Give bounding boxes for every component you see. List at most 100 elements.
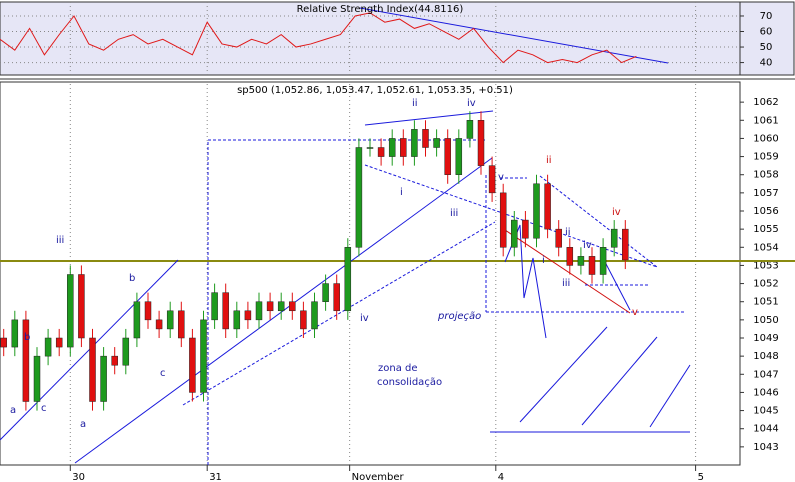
- candle-body: [255, 301, 263, 321]
- zone-line: [581, 336, 658, 426]
- rsi-axis-panel: [739, 1, 795, 76]
- candle-body: [55, 337, 63, 348]
- y-tick-label: 1052: [753, 279, 778, 290]
- candle-body: [499, 192, 507, 248]
- rsi-title: Relative Strength Index(44.8116): [297, 4, 464, 15]
- candle-body: [0, 337, 7, 348]
- candle-body: [67, 274, 74, 348]
- wave-label: iv: [360, 313, 369, 324]
- candle-body: [444, 138, 451, 175]
- wave-label: v: [498, 172, 504, 183]
- candle-body: [233, 310, 241, 330]
- candle-body: [566, 247, 574, 266]
- candle-body: [599, 247, 607, 275]
- projection-label: projeção: [437, 311, 481, 322]
- wave-label: iii: [450, 208, 458, 219]
- candle-body: [622, 228, 629, 261]
- zone-label: zona de: [378, 363, 418, 374]
- candle-body: [200, 319, 207, 393]
- candle-body: [400, 138, 407, 157]
- candle-body: [111, 355, 118, 366]
- y-tick-label: 1058: [753, 170, 778, 181]
- zone-line: [519, 326, 608, 423]
- y-tick-label: 1054: [753, 242, 778, 253]
- y-tick-label: 1057: [753, 188, 778, 199]
- zone-line: [649, 364, 691, 428]
- x-tick-label: 31: [209, 472, 222, 482]
- trend-line: [364, 164, 658, 268]
- y-tick-label: 1055: [753, 224, 778, 235]
- y-tick-label: 1062: [753, 97, 778, 108]
- price-title: sp500 (1,052.86, 1,053.47, 1,052.61, 1,0…: [237, 85, 513, 96]
- candle-body: [411, 129, 418, 157]
- candle-body: [322, 283, 329, 302]
- wave-label: ii: [546, 155, 552, 166]
- candle-body: [555, 228, 562, 248]
- candle-body: [522, 219, 529, 239]
- y-tick-label: 1051: [753, 297, 778, 308]
- y-tick-label: 1048: [753, 351, 778, 362]
- candle-body: [544, 183, 551, 230]
- y-tick-label: 1045: [753, 406, 778, 417]
- wave-label: iv: [467, 98, 476, 109]
- candle-body: [122, 337, 130, 366]
- y-tick-label: 1056: [753, 206, 778, 217]
- candle-body: [477, 120, 485, 166]
- wave-label: v: [632, 307, 638, 318]
- candle-body: [44, 337, 52, 357]
- candle-body: [211, 292, 218, 321]
- candle-body: [222, 292, 229, 330]
- y-tick-label: 1059: [753, 152, 778, 163]
- candle-body: [366, 147, 374, 149]
- candle-body: [100, 355, 107, 402]
- candle-body: [155, 319, 163, 330]
- wave-label: iv: [612, 207, 621, 218]
- y-tick-label: 1046: [753, 387, 778, 398]
- y-tick-label: 1049: [753, 333, 778, 344]
- candle-body: [422, 129, 429, 148]
- y-tick-label: 1044: [753, 424, 778, 435]
- wave-label: a: [80, 419, 86, 430]
- x-tick-label: November: [352, 472, 405, 482]
- wave-label: iv: [583, 240, 592, 251]
- candle-body: [455, 138, 463, 175]
- trend-line: [182, 221, 496, 406]
- candle-body: [488, 165, 496, 194]
- x-tick-label: 4: [498, 472, 504, 482]
- rsi-line: [0, 12, 637, 64]
- candle-body: [22, 319, 30, 402]
- candle-body: [433, 138, 440, 148]
- candle-body: [166, 310, 174, 330]
- candle-body: [178, 310, 185, 339]
- y-tick-label: 1047: [753, 369, 778, 380]
- y-tick-label: 50: [760, 42, 773, 53]
- candle-body: [533, 183, 540, 239]
- y-tick-label: 60: [760, 27, 773, 38]
- candle-body: [333, 283, 340, 312]
- x-tick-label: 5: [698, 472, 704, 482]
- wave-path: [604, 261, 631, 311]
- wave-label: iii: [562, 278, 570, 289]
- candle-body: [89, 337, 96, 402]
- y-tick-label: 1061: [753, 115, 778, 126]
- wave-label: ii: [412, 98, 418, 109]
- wave-label: c: [41, 403, 47, 414]
- wave-label: b: [24, 332, 30, 343]
- candle-body: [78, 274, 85, 339]
- candle-body: [610, 228, 618, 248]
- wave-label: a: [10, 405, 16, 416]
- trend-line: [364, 110, 494, 126]
- candle-body: [244, 310, 252, 321]
- rsi-trend-line: [359, 7, 669, 64]
- wave-label: iii: [56, 235, 64, 246]
- zone-label: consolidação: [377, 377, 442, 388]
- candle-body: [311, 301, 318, 330]
- candle-body: [344, 247, 352, 312]
- candle-body: [33, 355, 41, 402]
- candle-body: [588, 256, 596, 275]
- x-tick-label: 30: [72, 472, 85, 482]
- candle-body: [511, 219, 518, 248]
- candle-body: [133, 301, 141, 339]
- candle-body: [277, 301, 285, 312]
